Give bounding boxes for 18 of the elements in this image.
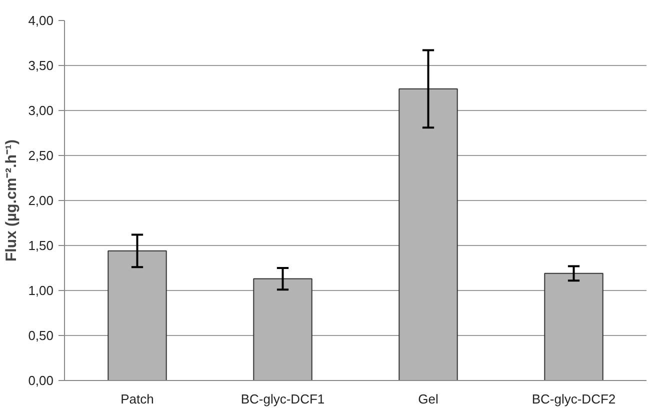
x-tick-label: BC-glyc-DCF2	[532, 392, 616, 406]
y-tick-label: 3,00	[28, 103, 54, 118]
y-tick-label: 0,50	[28, 328, 54, 343]
y-tick-label: 4,00	[28, 13, 54, 28]
bar	[544, 272, 604, 380]
bar	[108, 250, 167, 380]
y-tick-label: 0,00	[28, 373, 54, 388]
y-tick-label: 3,50	[28, 58, 54, 73]
y-tick-label: 1,00	[28, 283, 54, 298]
y-tick-label: 2,50	[28, 148, 54, 163]
x-tick-label: Gel	[418, 392, 438, 406]
y-tick-label: 1,50	[28, 238, 54, 253]
bar	[398, 88, 458, 380]
y-tick-label: 2,00	[28, 193, 54, 208]
bar	[253, 278, 312, 380]
x-tick-label: BC-glyc-DCF1	[240, 392, 325, 406]
y-axis-title: Flux (µg.cm⁻².h⁻¹)	[3, 140, 20, 262]
x-tick-label: Patch	[120, 392, 154, 406]
